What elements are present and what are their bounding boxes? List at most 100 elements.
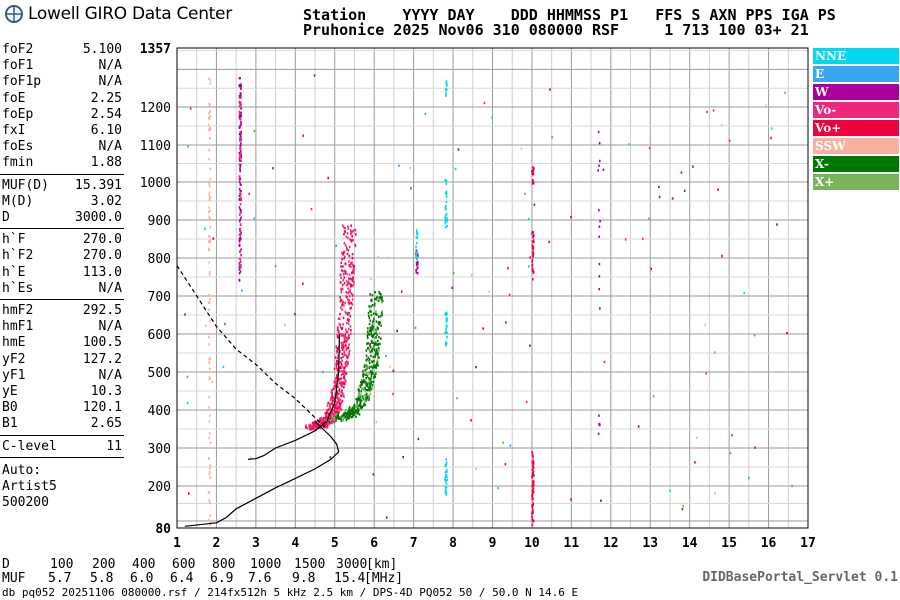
x-trace-point	[355, 415, 357, 418]
param-label: MUF(D)	[2, 177, 49, 193]
echo-point	[532, 480, 534, 483]
o-trace-point	[308, 424, 310, 427]
o-trace-point	[343, 378, 346, 381]
o-trace-point	[339, 273, 342, 277]
noise-point	[652, 394, 655, 398]
echo-point	[532, 235, 535, 239]
o-trace-point	[329, 402, 331, 406]
echo-point	[209, 177, 212, 181]
o-trace-point	[343, 374, 346, 378]
o-trace-point	[350, 224, 353, 227]
echo-point	[240, 103, 242, 107]
o-trace-point	[342, 372, 344, 376]
o-trace-point	[338, 392, 340, 395]
echo-point	[445, 463, 447, 467]
o-trace-point	[339, 360, 342, 364]
o-trace-point	[336, 410, 339, 413]
x-trace-point	[357, 388, 360, 391]
echo-point	[531, 519, 534, 522]
echo-point	[240, 248, 242, 251]
echo-point	[208, 126, 211, 129]
o-trace-point	[332, 396, 335, 400]
noise-point	[392, 392, 394, 396]
noise-point	[253, 217, 256, 220]
echo-point	[209, 137, 211, 140]
x-trace-point	[373, 332, 376, 336]
o-trace-point	[342, 316, 345, 320]
x-trace-point	[377, 356, 380, 359]
o-trace-point	[347, 291, 350, 295]
echo-point	[208, 112, 210, 115]
o-trace-point	[347, 334, 350, 337]
x-trace-point	[365, 376, 367, 380]
x-trace-point	[377, 352, 379, 355]
o-trace-point	[340, 299, 342, 302]
echo-point	[415, 263, 418, 267]
noise-point	[548, 240, 550, 244]
echo-point	[532, 245, 535, 249]
x-trace-point	[362, 375, 365, 378]
o-trace-point	[337, 398, 340, 402]
echo-point	[239, 117, 242, 120]
echo-point	[415, 252, 417, 255]
x-trace-point	[368, 386, 370, 389]
x-trace-point	[374, 291, 376, 294]
param-separator	[0, 456, 124, 458]
noise-point	[505, 321, 507, 324]
o-trace-point	[347, 225, 349, 228]
x-trace-point	[368, 308, 371, 312]
echo-point	[238, 166, 241, 170]
o-trace-point	[333, 380, 336, 383]
o-trace-point	[343, 382, 346, 386]
x-trace-point	[368, 361, 371, 365]
o-trace-point	[351, 253, 354, 256]
x-trace-point	[369, 310, 372, 313]
o-trace-point	[316, 424, 319, 427]
echo-point	[238, 159, 241, 162]
echo-point	[445, 320, 448, 323]
param-row: foF1 N/A	[2, 58, 122, 74]
x-trace-point	[366, 330, 369, 333]
noise-point	[527, 265, 530, 268]
o-trace-point	[350, 306, 352, 310]
echo-point	[238, 240, 241, 243]
legend-entry: Vo-	[813, 102, 899, 118]
echo-point	[239, 208, 241, 211]
noise-point	[212, 237, 215, 240]
param-value: N/A	[98, 319, 122, 335]
x-trace-point	[368, 380, 371, 383]
o-trace-point	[343, 366, 346, 370]
noise-point	[204, 324, 207, 327]
noise-point	[274, 264, 277, 268]
x-tick-label: 17	[800, 536, 816, 551]
echo-point	[531, 517, 534, 521]
echo-point	[446, 83, 448, 86]
echo-point	[415, 241, 418, 245]
echo-point	[444, 471, 447, 474]
echo-point	[238, 113, 241, 117]
echo-point	[531, 485, 534, 488]
o-trace-point	[342, 346, 345, 350]
o-trace-point	[335, 384, 337, 387]
x-trace-point	[362, 388, 365, 391]
x-trace-point	[345, 414, 347, 418]
o-trace-point	[339, 326, 342, 329]
echo-point	[208, 471, 211, 474]
x-trace-point	[368, 332, 370, 336]
o-trace-point	[333, 409, 335, 412]
echo-point	[444, 226, 447, 229]
o-trace-point	[340, 381, 343, 384]
echo-point	[240, 216, 242, 219]
echo-point	[208, 248, 210, 252]
echo-point	[532, 481, 535, 484]
x-trace-point	[357, 395, 360, 399]
echo-point	[597, 432, 600, 435]
o-trace-point	[333, 414, 336, 418]
x-trace-point	[368, 381, 371, 384]
x-trace-point	[363, 364, 366, 367]
x-trace-point	[374, 342, 376, 346]
x-trace-point	[375, 366, 378, 369]
noise-point	[475, 365, 477, 369]
o-trace-point	[345, 364, 347, 367]
param-row: hmE 100.5	[2, 335, 122, 351]
